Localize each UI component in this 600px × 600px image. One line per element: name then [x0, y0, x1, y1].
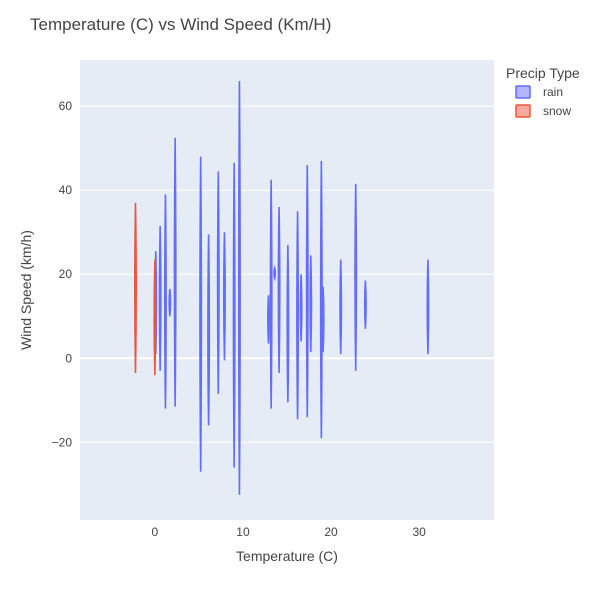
legend-label-snow: snow: [543, 104, 571, 118]
violin-rain: [267, 295, 271, 344]
violin-rain: [207, 234, 211, 426]
violin-rain: [237, 80, 241, 495]
violin-rain: [173, 137, 177, 407]
violin-rain: [321, 286, 325, 352]
violin-rain: [216, 171, 220, 394]
legend-title: Precip Type: [506, 65, 580, 81]
violin-rain: [273, 264, 277, 282]
legend-items: rain snow: [515, 85, 571, 118]
x-axis-title: Temperature (C): [236, 548, 338, 564]
violin-rain: [319, 160, 323, 439]
y-tick-label: 40: [59, 183, 73, 197]
y-tick-label: 20: [59, 267, 73, 281]
legend-label-rain: rain: [543, 85, 563, 99]
violin-rain: [222, 232, 226, 361]
violin-rain: [163, 194, 167, 409]
y-axis-title: Wind Speed (km/h): [18, 230, 34, 350]
y-tick-label: 60: [59, 99, 73, 113]
violin-rain: [354, 183, 358, 371]
legend: Precip Type rain snow: [506, 65, 580, 118]
y-tick-label: 0: [65, 351, 72, 365]
violin-rain: [299, 274, 303, 342]
violin-rain: [286, 244, 290, 403]
violin-rain: [309, 255, 313, 352]
violin-rain: [305, 165, 309, 418]
violin-snow: [133, 202, 137, 373]
violin-rain: [277, 207, 281, 373]
x-tick-label: 10: [236, 525, 250, 539]
legend-swatch-rain: [515, 85, 531, 99]
x-tick-labels: 0 10 20 30: [152, 525, 427, 539]
violin-rain: [168, 288, 172, 317]
violin-traces: [133, 80, 430, 495]
x-tick-label: 20: [324, 525, 338, 539]
violin-rain: [296, 211, 300, 420]
violin-rain: [339, 259, 343, 355]
violin-rain: [158, 225, 162, 371]
y-tick-labels: −20 0 20 40 60: [52, 99, 73, 449]
violin-rain: [232, 162, 236, 468]
legend-swatch-snow: [515, 104, 531, 118]
x-tick-label: 0: [152, 525, 159, 539]
chart-title: Temperature (C) vs Wind Speed (Km/H): [30, 15, 331, 34]
violin-rain: [363, 280, 367, 329]
x-tick-label: 30: [412, 525, 426, 539]
violin-rain: [269, 179, 273, 409]
violin-rain: [199, 156, 203, 472]
y-tick-label: −20: [52, 435, 73, 449]
violin-snow: [153, 259, 157, 376]
violin-rain: [426, 259, 430, 355]
